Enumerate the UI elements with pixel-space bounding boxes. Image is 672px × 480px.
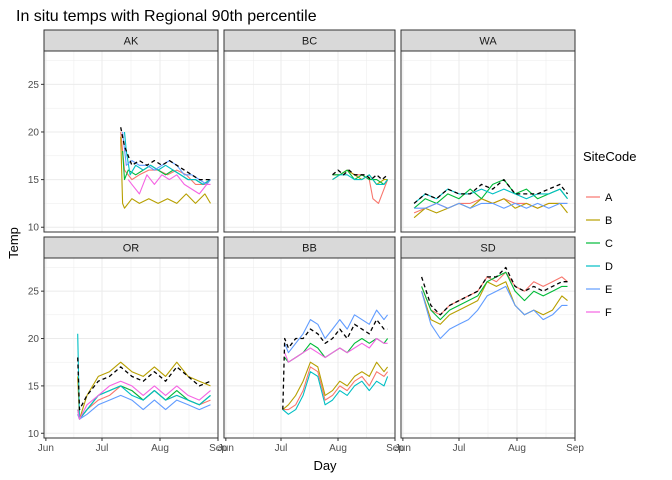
series-line-p90 <box>332 169 389 181</box>
x-tick-label: Sep <box>566 443 584 454</box>
panel-or: OR 10 15 20 25 Jun Jul Aug Sep <box>28 236 227 454</box>
x-tick-label: Jun <box>218 443 234 454</box>
x-tick-label: Sep <box>209 443 227 454</box>
series-line-b <box>120 136 211 209</box>
x-tick-label: Jun <box>38 443 54 454</box>
panel-bb: BB Jun Jul Aug Sep <box>218 236 404 454</box>
y-tick-label: 15 <box>28 381 40 392</box>
series-line-e <box>421 285 568 340</box>
legend-label: A <box>605 192 613 204</box>
strip-label: BC <box>302 36 317 48</box>
series-line-f <box>77 380 211 420</box>
legend-item-c: C <box>586 238 613 250</box>
legend-item-b: B <box>586 215 612 227</box>
y-axis-title: Temp <box>6 227 21 259</box>
series-line-b <box>421 281 568 325</box>
legend-label: F <box>605 307 612 319</box>
x-tick-label: Aug <box>508 443 526 454</box>
panel-bc: BC <box>223 29 396 233</box>
x-tick-label: Jun <box>395 443 411 454</box>
legend-item-e: E <box>586 284 612 296</box>
series-line-e <box>414 202 568 209</box>
chart-title: In situ temps with Regional 90th percent… <box>16 8 317 25</box>
strip-background <box>223 236 396 259</box>
x-axis-title: Day <box>313 458 337 473</box>
legend-label: D <box>605 261 613 273</box>
strip-background <box>400 236 576 259</box>
series-line-e <box>77 394 211 420</box>
y-tick-label: 15 <box>28 175 40 186</box>
series-line-p90 <box>120 127 211 181</box>
series-line-p90 <box>413 178 569 204</box>
x-tick-label: Jul <box>275 443 288 454</box>
y-tick-label: 20 <box>28 334 40 345</box>
legend-label: E <box>605 284 612 296</box>
strip-label: OR <box>123 243 140 255</box>
y-tick-label: 20 <box>28 127 40 138</box>
strip-label: BB <box>302 243 317 255</box>
legend-label: C <box>605 238 613 250</box>
y-tick-label: 10 <box>28 223 40 234</box>
series-line-c <box>413 179 568 209</box>
series-line-e <box>284 309 389 354</box>
x-tick-label: Jul <box>96 443 109 454</box>
series-line-d <box>123 131 211 185</box>
panel-wa: WA <box>400 29 576 233</box>
chart-panels: AK 10 15 20 25 BC WA OR 10 15 20 25 Jun Jul Aug Sep BB Ju… <box>28 29 584 454</box>
series-line-f <box>284 337 388 363</box>
y-tick-label: 10 <box>28 429 40 440</box>
y-tick-label: 25 <box>28 287 40 298</box>
series-line-f <box>127 174 211 195</box>
series-line-d <box>77 333 211 420</box>
series-line-d <box>282 371 389 415</box>
strip-background <box>223 29 396 52</box>
legend-item-a: A <box>586 192 613 204</box>
panel-sd: SD Jun Jul Aug Sep <box>395 236 584 454</box>
x-tick-label: Aug <box>329 443 347 454</box>
x-tick-label: Jul <box>453 443 466 454</box>
panel-ak: AK 10 15 20 25 <box>28 29 219 234</box>
legend-label: B <box>605 215 612 227</box>
strip-label: WA <box>479 36 497 48</box>
y-tick-label: 25 <box>28 80 40 91</box>
strip-background <box>43 236 219 259</box>
legend-title: SiteCode <box>583 149 636 164</box>
legend-item-f: F <box>586 307 612 319</box>
strip-label: AK <box>124 36 139 48</box>
series-line-p90 <box>77 357 211 411</box>
series-line-b <box>282 361 389 411</box>
x-tick-label: Sep <box>386 443 404 454</box>
series-line-p90 <box>420 266 568 316</box>
legend-item-d: D <box>586 261 613 273</box>
strip-background <box>400 29 576 52</box>
series-line-a <box>282 366 389 411</box>
x-tick-label: Aug <box>151 443 169 454</box>
series-line-p90 <box>282 318 388 410</box>
strip-label: SD <box>480 243 495 255</box>
strip-background <box>43 29 219 52</box>
series-line-d <box>332 174 389 185</box>
